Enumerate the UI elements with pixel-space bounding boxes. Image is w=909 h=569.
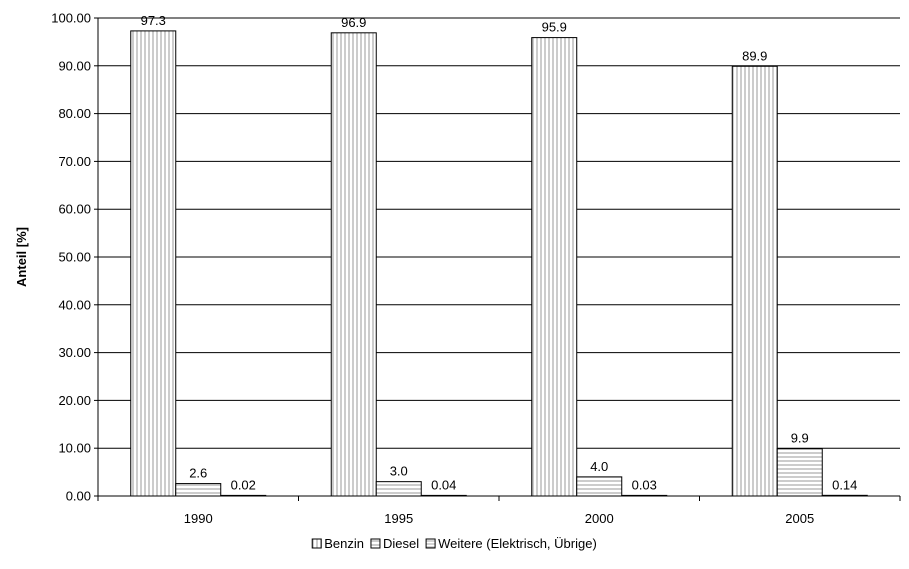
legend-label: Weitere (Elektrisch, Übrige) <box>438 536 597 551</box>
bar-diesel-2005 <box>776 448 823 497</box>
x-tick-label: 2000 <box>585 511 614 526</box>
bar-benzin-1990 <box>130 30 177 497</box>
data-label: 2.6 <box>189 466 207 481</box>
x-tick-label: 2005 <box>785 511 814 526</box>
legend-swatch <box>311 538 322 549</box>
y-tick-label: 10.00 <box>58 441 91 456</box>
data-label: 3.0 <box>390 464 408 479</box>
legend-label: Benzin <box>324 536 364 551</box>
y-tick-label: 60.00 <box>58 202 91 217</box>
bar-benzin-1995 <box>330 32 377 497</box>
legend-label: Diesel <box>383 536 419 551</box>
y-tick-label: 90.00 <box>58 58 91 73</box>
y-axis-ticks: 0.00 10.00 20.00 30.00 40.00 50.00 60.00 70.00 8… <box>51 11 98 504</box>
data-label: 96.9 <box>341 15 366 30</box>
data-label: 97.3 <box>141 13 166 28</box>
gridlines <box>98 17 900 449</box>
x-tick-label: 1995 <box>384 511 413 526</box>
legend: Benzin Diesel Weitere (Elektrisch, Übrige) <box>311 536 597 551</box>
bar-benzin-2000 <box>531 37 578 497</box>
data-labels: 97.3 2.6 0.02 96.9 3.0 0.04 95.9 4.0 0.03 89.9 9.9… <box>141 13 858 492</box>
y-tick-label: 70.00 <box>58 154 91 169</box>
y-axis-title: Anteil [%] <box>14 227 29 287</box>
x-tick-label: 1990 <box>184 511 213 526</box>
bar-benzin-2005 <box>731 65 778 497</box>
data-label: 0.03 <box>632 477 657 492</box>
data-label: 9.9 <box>791 431 809 446</box>
data-label: 4.0 <box>590 459 608 474</box>
y-tick-label: 50.00 <box>58 250 91 265</box>
bars <box>130 30 868 497</box>
y-tick-label: 100.00 <box>51 11 91 26</box>
bar-diesel-1995 <box>375 481 422 497</box>
y-tick-label: 30.00 <box>58 345 91 360</box>
data-label: 0.02 <box>231 477 256 492</box>
y-tick-label: 20.00 <box>58 393 91 408</box>
legend-swatch <box>370 538 381 549</box>
y-tick-label: 0.00 <box>66 489 91 504</box>
data-label: 0.04 <box>431 477 456 492</box>
data-label: 95.9 <box>542 20 567 35</box>
y-tick-label: 40.00 <box>58 297 91 312</box>
legend-swatch <box>425 538 436 549</box>
bar-diesel-2000 <box>576 476 623 497</box>
x-axis-ticks: 1990 1995 2000 2005 <box>97 496 901 526</box>
y-tick-label: 80.00 <box>58 106 91 121</box>
data-label: 0.14 <box>832 477 857 492</box>
data-label: 89.9 <box>742 48 767 63</box>
bar-diesel-1990 <box>175 483 222 497</box>
